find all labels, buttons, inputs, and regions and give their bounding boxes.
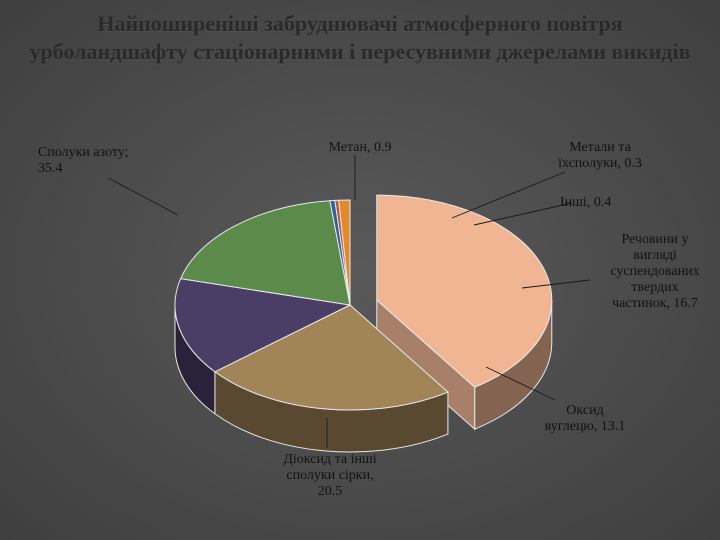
slice-label: Метан, 0.9 [300, 140, 420, 156]
slice-label: Діоксид та іншісполуки сірки,20.5 [240, 452, 420, 500]
slice-label: Сполуки азоту;35.4 [38, 145, 178, 177]
leader-line [108, 178, 178, 215]
slice-label: Метали таїхсполуки, 0.3 [520, 140, 680, 172]
slice-label: Інші, 0.4 [560, 195, 680, 211]
leader-line [452, 172, 565, 218]
slice-label: Оксидвуглецю, 13.1 [510, 403, 660, 435]
slice-label: Речовини увиглядісуспендованихтвердихчас… [585, 232, 720, 312]
leader-line [474, 203, 572, 225]
